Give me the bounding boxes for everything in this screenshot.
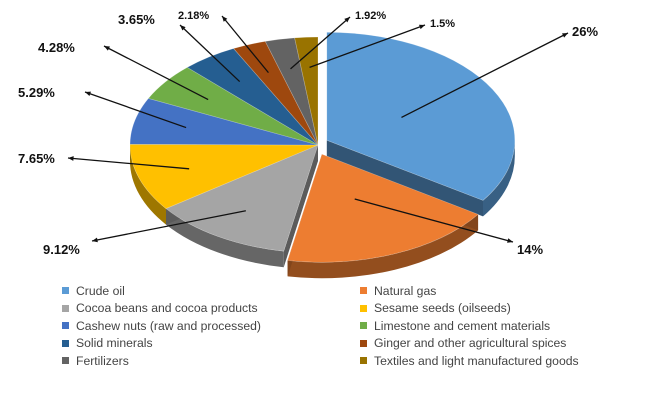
data-label-0: 26% xyxy=(572,24,598,39)
leader-arrow-7 xyxy=(222,16,228,22)
legend-label: Ginger and other agricultural spices xyxy=(374,336,567,351)
legend-swatch xyxy=(62,304,69,312)
leader-arrow-3 xyxy=(68,156,74,161)
legend-item: Fertilizers xyxy=(62,353,360,368)
pie-slice-2 xyxy=(165,144,319,252)
legend-swatch xyxy=(62,339,69,347)
leader-line-3 xyxy=(67,157,190,170)
legend-item: Crude oil xyxy=(62,283,360,298)
legend-item: Sesame seeds (oilseeds) xyxy=(360,301,622,316)
leader-arrow-6 xyxy=(180,25,186,31)
legend-label: Solid minerals xyxy=(76,336,153,351)
legend-swatch xyxy=(360,357,367,365)
data-label-5: 4.28% xyxy=(38,40,75,55)
leader-arrow-0 xyxy=(562,33,568,38)
legend-item: Natural gas xyxy=(360,283,622,298)
legend-swatch xyxy=(360,304,367,312)
pie-slice-7 xyxy=(233,41,319,146)
legend-label: Natural gas xyxy=(374,283,437,298)
legend-item: Cashew nuts (raw and processed) xyxy=(62,318,360,333)
chart-legend: Crude oil Natural gas Cocoa beans and coco… xyxy=(62,283,622,368)
leader-arrow-5 xyxy=(104,46,110,51)
leader-arrow-1 xyxy=(507,238,513,243)
pie-slice-6 xyxy=(186,48,319,146)
leader-line-6 xyxy=(179,24,241,83)
data-label-2: 9.12% xyxy=(43,242,80,257)
data-label-3: 7.65% xyxy=(18,151,55,166)
data-label-9: 1.5% xyxy=(430,18,455,30)
pie-tops xyxy=(129,31,516,263)
legend-swatch xyxy=(360,287,367,294)
leader-arrow-8 xyxy=(344,17,350,23)
legend-label: Crude oil xyxy=(76,283,125,298)
pie-slice-3 xyxy=(129,144,319,209)
legend-swatch xyxy=(62,322,69,330)
legend-label: Sesame seeds (oilseeds) xyxy=(374,301,511,316)
leader-line-9 xyxy=(309,24,426,69)
pie-slice-edge-0-1 xyxy=(326,140,484,217)
legend-label: Textiles and light manufactured goods xyxy=(374,353,579,368)
leader-line-1 xyxy=(354,198,514,243)
pie-slice-4 xyxy=(129,98,319,146)
leader-line-2 xyxy=(91,210,246,242)
legend-item: Textiles and light manufactured goods xyxy=(360,353,622,368)
leader-arrow-2 xyxy=(92,237,98,243)
leader-arrow-9 xyxy=(419,24,425,30)
pie-slice-1 xyxy=(287,153,479,263)
pie-slice-edge-2-0 xyxy=(283,145,318,268)
data-label-4: 5.29% xyxy=(18,85,55,100)
leader-line-4 xyxy=(84,91,187,129)
pie-slice-9 xyxy=(294,36,319,146)
leader-arrow-4 xyxy=(85,91,91,97)
pie-slice-5 xyxy=(147,67,319,146)
data-label-7: 2.18% xyxy=(178,10,209,22)
pie-slice-side-3 xyxy=(130,145,167,225)
data-label-6: 3.65% xyxy=(118,12,155,27)
leader-line-8 xyxy=(290,16,351,70)
leader-line-5 xyxy=(103,45,209,101)
data-label-8: 1.92% xyxy=(355,10,386,22)
legend-label: Cocoa beans and cocoa products xyxy=(76,301,258,316)
pie-slice-side-0 xyxy=(483,140,515,217)
legend-swatch xyxy=(360,339,367,347)
legend-label: Fertilizers xyxy=(76,353,129,368)
legend-item: Cocoa beans and cocoa products xyxy=(62,301,360,316)
legend-label: Limestone and cement materials xyxy=(374,318,551,333)
legend-item: Ginger and other agricultural spices xyxy=(360,336,622,351)
legend-swatch xyxy=(62,287,69,294)
leader-line-7 xyxy=(221,15,269,74)
pie-slice-0 xyxy=(326,31,516,201)
legend-label: Cashew nuts (raw and processed) xyxy=(76,318,261,333)
pie-slice-side-1 xyxy=(287,214,479,279)
legend-item: Limestone and cement materials xyxy=(360,318,622,333)
legend-swatch xyxy=(62,357,69,365)
legend-swatch xyxy=(360,322,367,330)
legend-item: Solid minerals xyxy=(62,336,360,351)
pie-slice-8 xyxy=(264,37,319,146)
data-label-1: 14% xyxy=(517,242,543,257)
pie-slice-side-2 xyxy=(166,208,284,268)
leader-line-0 xyxy=(401,32,569,118)
data-labels: 26% 14% 9.12% 7.65% 5.29% 4.28% 3.65% 2.18% 1.92… xyxy=(18,10,598,257)
